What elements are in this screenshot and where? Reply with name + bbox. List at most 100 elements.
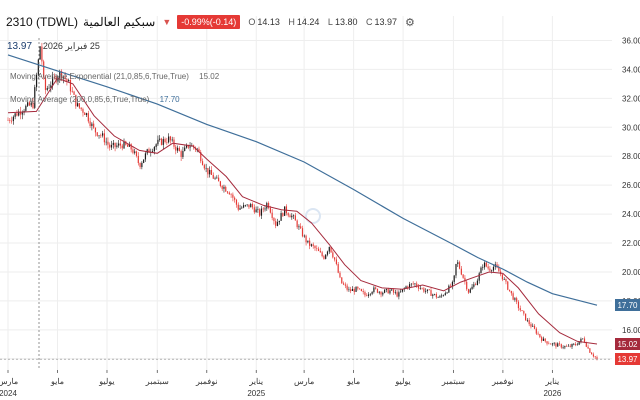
candle: [309, 237, 311, 250]
candle: [391, 288, 393, 291]
candle-body: [334, 257, 336, 260]
candle: [366, 293, 368, 297]
candle: [398, 290, 400, 300]
candle-body: [210, 169, 213, 175]
candle-body: [116, 145, 118, 147]
candle: [203, 163, 205, 171]
candle: [428, 288, 430, 291]
candle: [50, 81, 52, 93]
candle: [350, 286, 352, 294]
time-axis[interactable]: مارس 2024 مايو يوليو سبتمبر نوفمبر يناير 2025 ما…: [0, 370, 562, 398]
candle-body: [180, 151, 182, 157]
candle-body: [128, 144, 130, 147]
candle: [25, 104, 27, 112]
candle-body: [243, 205, 245, 208]
sma-price-badge: 17.70: [615, 299, 640, 312]
symbol-label[interactable]: 2310 (TDWL): [6, 15, 79, 29]
candle: [176, 145, 179, 153]
candle-body: [450, 285, 452, 287]
candle-body: [401, 289, 404, 292]
candle-body: [246, 204, 248, 206]
sma-legend[interactable]: Moving Average (200,0,85,6,True,True) 17…: [10, 95, 180, 104]
candle: [439, 294, 441, 298]
candle-body: [517, 301, 520, 309]
candle: [87, 110, 89, 124]
candle: [284, 206, 286, 216]
candle: [101, 130, 104, 138]
candle: [109, 142, 111, 151]
candle: [107, 137, 109, 149]
candle: [566, 344, 568, 347]
ohlc-values: O 14.13 H 14.24 L 13.80 C 13.97: [248, 17, 403, 27]
candle: [503, 277, 505, 280]
candle-body: [416, 283, 418, 287]
candle-body: [562, 347, 564, 348]
candle-body: [578, 341, 580, 345]
candle: [248, 204, 250, 209]
candle-body: [451, 281, 454, 287]
candle-body: [394, 292, 396, 293]
candle-body: [185, 144, 188, 148]
candle: [62, 76, 64, 84]
candle: [294, 212, 296, 221]
candle: [537, 331, 539, 336]
candle-body: [510, 290, 512, 294]
candle-body: [292, 215, 295, 217]
open-value: 14.13: [257, 17, 280, 27]
candle: [492, 264, 495, 273]
candle: [414, 282, 416, 287]
candle-body: [77, 103, 79, 107]
candle-body: [282, 213, 284, 216]
candle-body: [198, 148, 200, 153]
candle: [444, 291, 446, 296]
candle-body: [118, 143, 120, 146]
candle: [116, 142, 118, 149]
open-label: O: [248, 17, 256, 27]
candle: [164, 137, 166, 144]
candle-body: [430, 290, 432, 296]
candle-body: [412, 283, 414, 285]
candle-body: [259, 209, 261, 216]
candle: [353, 287, 355, 295]
candle: [321, 250, 323, 258]
candle-body: [144, 153, 147, 160]
candle: [235, 198, 238, 208]
candle: [335, 256, 338, 266]
x-tick-label: يناير: [248, 377, 263, 386]
candle: [10, 116, 13, 124]
candle-body: [541, 337, 543, 341]
candle-body: [10, 120, 13, 122]
candle-body: [162, 139, 164, 145]
candle: [291, 213, 293, 220]
candle: [367, 292, 370, 298]
candle-body: [212, 174, 214, 179]
x-tick-label: مارس: [0, 377, 18, 386]
candle: [210, 166, 213, 176]
candle: [441, 293, 443, 298]
candle-body: [344, 284, 346, 286]
candle-body: [444, 293, 446, 296]
candle: [212, 172, 214, 179]
candle: [384, 289, 386, 294]
candle-body: [60, 71, 63, 79]
crosshair-price: 13.97: [7, 41, 33, 52]
candle-body: [105, 141, 107, 143]
candle-body: [366, 295, 368, 296]
candle: [385, 288, 387, 293]
candle-body: [507, 281, 509, 290]
candle-body: [305, 235, 307, 243]
y-tick-label: 26.00: [622, 181, 640, 190]
ema-legend[interactable]: Moving Average Exponential (21,0,85,6,Tr…: [10, 72, 219, 81]
candle-body: [250, 204, 252, 208]
candle: [323, 254, 325, 260]
candle: [57, 75, 59, 86]
candle-body: [137, 155, 139, 164]
gear-icon[interactable]: ⚙: [405, 16, 415, 29]
candle-body: [89, 121, 91, 126]
candle-body: [519, 308, 521, 311]
candle: [430, 287, 432, 296]
candle: [505, 278, 507, 285]
x-tick-label: سبتمبر: [145, 377, 169, 386]
candle: [557, 342, 559, 347]
